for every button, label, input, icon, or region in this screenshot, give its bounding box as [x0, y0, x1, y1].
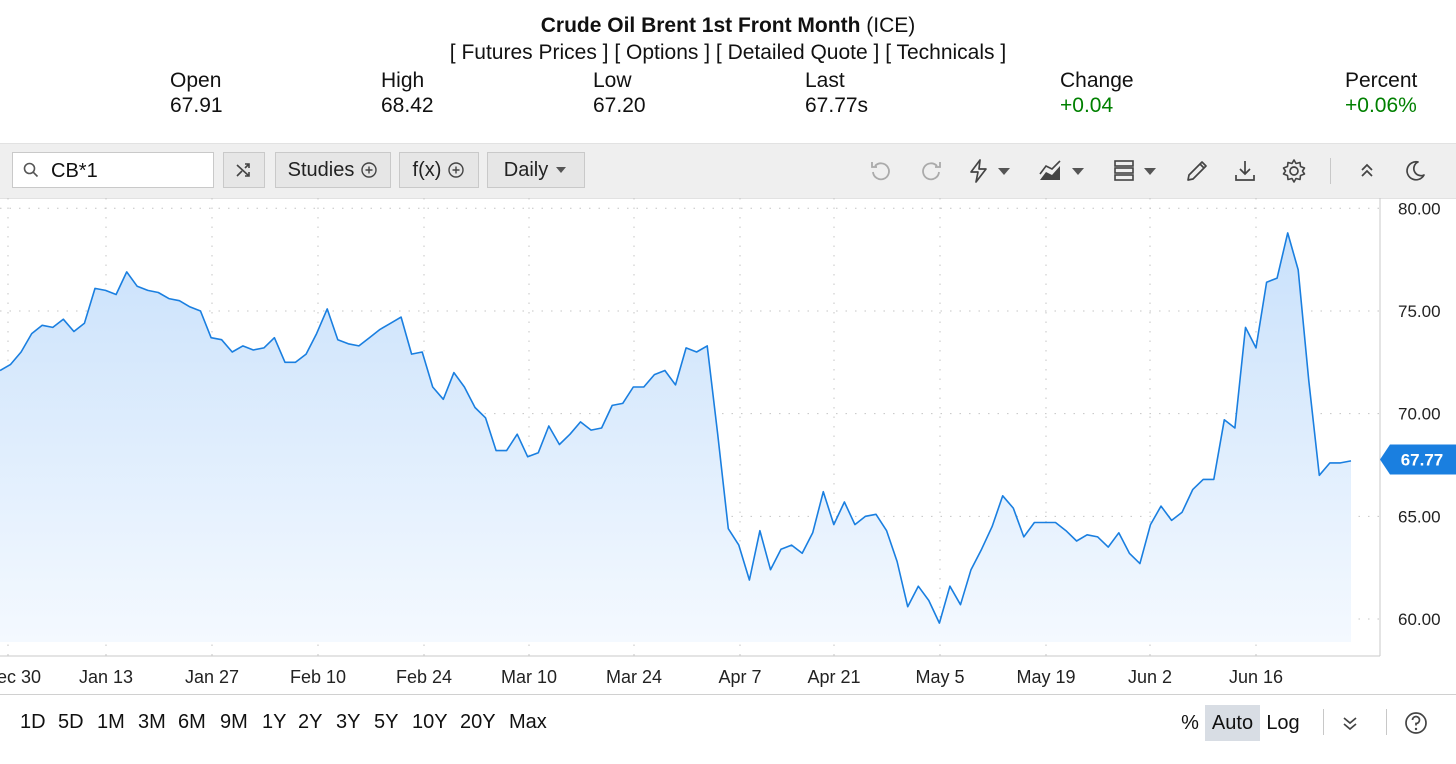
stat-high: High 68.42: [381, 68, 434, 118]
symbol-search[interactable]: [12, 152, 214, 188]
studies-label: Studies: [287, 158, 355, 181]
range-10y[interactable]: 10Y: [412, 711, 448, 733]
fx-label: f(x): [412, 158, 442, 181]
x-tick-label: Jan 13: [79, 667, 133, 687]
quote-links: [ Futures Prices ] [ Options ] [ Detaile…: [0, 41, 1456, 65]
stat-low-label: Low: [593, 69, 632, 92]
symbol-input[interactable]: [49, 157, 213, 185]
x-tick-label: Mar 10: [501, 667, 557, 687]
stat-change-value: +0.04: [1060, 94, 1114, 117]
x-tick-label: Jan 27: [185, 667, 239, 687]
shuffle-icon: [236, 163, 250, 177]
stat-last-label: Last: [805, 69, 845, 92]
pencil-icon[interactable]: [1184, 158, 1210, 184]
fx-button[interactable]: f(x): [399, 152, 479, 188]
range-1y[interactable]: 1Y: [262, 711, 287, 733]
redo-icon[interactable]: [918, 158, 944, 184]
stat-low: Low 67.20: [593, 68, 646, 118]
plus-circle-icon: [361, 162, 378, 178]
range-1d[interactable]: 1D: [20, 711, 46, 733]
exchange-label: (ICE): [866, 14, 916, 37]
x-tick-label: Feb 10: [290, 667, 346, 687]
y-tick-label: 65.00: [1398, 507, 1441, 526]
gear-icon[interactable]: [1281, 158, 1307, 184]
range-bar: 1D 5D 1M 3M 6M 9M 1Y 2Y 3Y 5Y 10Y 20Y Ma…: [0, 694, 1456, 764]
price-chart[interactable]: 80.00 75.00 70.00 65.00 60.00 ec 30 Jan 13 Jan…: [0, 198, 1456, 694]
x-tick-label: Mar 24: [606, 667, 662, 687]
instrument-name: Crude Oil Brent 1st Front Month: [540, 14, 861, 37]
chart-type-icon[interactable]: [1038, 158, 1088, 184]
range-5y[interactable]: 5Y: [374, 711, 399, 733]
stat-percent: Percent +0.06%: [1345, 68, 1417, 118]
log-scale-button[interactable]: Log: [1266, 711, 1300, 734]
range-max[interactable]: Max: [509, 711, 547, 733]
y-tick-label: 70.00: [1398, 405, 1441, 424]
range-divider: [1323, 709, 1324, 735]
x-tick-label: Apr 7: [718, 667, 761, 687]
collapse-icon[interactable]: [1354, 158, 1380, 184]
range-3m[interactable]: 3M: [138, 711, 166, 733]
futures-prices-link[interactable]: [ Futures Prices ]: [449, 41, 609, 64]
stat-change: Change +0.04: [1060, 68, 1134, 118]
last-price-label: 67.77: [1401, 450, 1444, 469]
x-tick-label: May 19: [1016, 667, 1075, 687]
stat-change-label: Change: [1060, 69, 1134, 92]
layout-icon[interactable]: [1112, 158, 1162, 184]
stat-open: Open 67.91: [170, 68, 223, 118]
range-1m[interactable]: 1M: [97, 711, 125, 733]
technicals-link[interactable]: [ Technicals ]: [885, 41, 1007, 64]
stat-open-value: 67.91: [170, 94, 223, 117]
detailed-quote-link[interactable]: [ Detailed Quote ]: [715, 41, 880, 64]
moon-icon[interactable]: [1402, 158, 1428, 184]
studies-button[interactable]: Studies: [275, 152, 391, 188]
undo-icon[interactable]: [868, 158, 894, 184]
stat-percent-label: Percent: [1345, 69, 1418, 92]
auto-scale-button[interactable]: Auto: [1205, 705, 1260, 741]
stat-high-label: High: [381, 69, 425, 92]
help-icon[interactable]: [1403, 710, 1429, 736]
x-tick-label: Jun 16: [1229, 667, 1283, 687]
x-tick-label: Jun 2: [1128, 667, 1172, 687]
stat-percent-value: +0.06%: [1345, 94, 1417, 117]
price-line: [0, 232, 1352, 624]
percent-scale-button[interactable]: %: [1181, 711, 1199, 734]
stat-high-value: 68.42: [381, 94, 434, 117]
chart-title: Crude Oil Brent 1st Front Month (ICE): [0, 14, 1456, 38]
price-area: [0, 232, 1351, 642]
caret-down-icon: [556, 167, 567, 173]
events-icon[interactable]: [966, 158, 1014, 184]
options-link[interactable]: [ Options ]: [614, 41, 711, 64]
range-9m[interactable]: 9M: [220, 711, 248, 733]
y-tick-label: 80.00: [1398, 199, 1441, 218]
stat-last: Last 67.77s: [805, 68, 868, 118]
y-tick-label: 75.00: [1398, 302, 1441, 321]
interval-dropdown[interactable]: Daily: [487, 152, 585, 188]
plus-circle-icon: [448, 162, 465, 178]
range-divider-2: [1386, 709, 1387, 735]
range-6m[interactable]: 6M: [178, 711, 206, 733]
range-20y[interactable]: 20Y: [460, 711, 496, 733]
y-tick-label: 60.00: [1398, 610, 1441, 629]
stat-low-value: 67.20: [593, 94, 646, 117]
chart-toolbar: Studies f(x) Daily: [0, 143, 1456, 199]
stat-last-value: 67.77s: [805, 94, 869, 117]
search-icon: [23, 162, 39, 178]
x-tick-label: May 5: [915, 667, 964, 687]
range-3y[interactable]: 3Y: [336, 711, 361, 733]
download-icon[interactable]: [1232, 158, 1258, 184]
compare-button[interactable]: [223, 152, 265, 188]
range-2y[interactable]: 2Y: [298, 711, 323, 733]
chart-svg: 80.00 75.00 70.00 65.00 60.00 ec 30 Jan 13 Jan…: [0, 198, 1456, 687]
x-tick-label: ec 30: [0, 667, 41, 687]
stat-open-label: Open: [170, 69, 222, 92]
x-tick-label: Apr 21: [807, 667, 860, 687]
x-tick-label: Feb 24: [396, 667, 452, 687]
interval-label: Daily: [503, 158, 549, 181]
range-5d[interactable]: 5D: [58, 711, 84, 733]
last-price-badge: 67.77: [1380, 444, 1456, 475]
expand-icon[interactable]: [1338, 711, 1362, 735]
toolbar-divider: [1330, 158, 1331, 184]
